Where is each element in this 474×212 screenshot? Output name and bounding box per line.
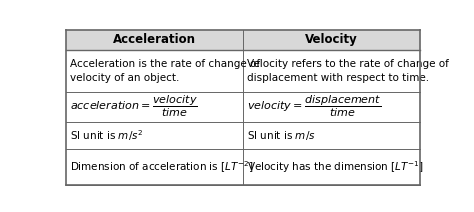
Text: Acceleration: Acceleration [113, 33, 196, 46]
Text: Velocity refers to the rate of change of
displacement with respect to time.: Velocity refers to the rate of change of… [247, 59, 449, 83]
Text: $velocity = \dfrac{displacement}{time}$: $velocity = \dfrac{displacement}{time}$ [247, 94, 382, 119]
Text: Velocity has the dimension $[LT^{-1}]$: Velocity has the dimension $[LT^{-1}]$ [247, 159, 424, 175]
Text: Acceleration is the rate of change of
velocity of an object.: Acceleration is the rate of change of ve… [70, 59, 260, 83]
Text: SI unit is $m/s^{2}$: SI unit is $m/s^{2}$ [70, 128, 144, 143]
Text: Dimension of acceleration is $[LT^{-2}]$: Dimension of acceleration is $[LT^{-2}]$ [70, 159, 254, 174]
Text: Velocity: Velocity [305, 33, 358, 46]
Text: SI unit is $m/s$: SI unit is $m/s$ [247, 129, 316, 142]
Text: $acceleration = \dfrac{velocity}{time}$: $acceleration = \dfrac{velocity}{time}$ [70, 94, 198, 119]
